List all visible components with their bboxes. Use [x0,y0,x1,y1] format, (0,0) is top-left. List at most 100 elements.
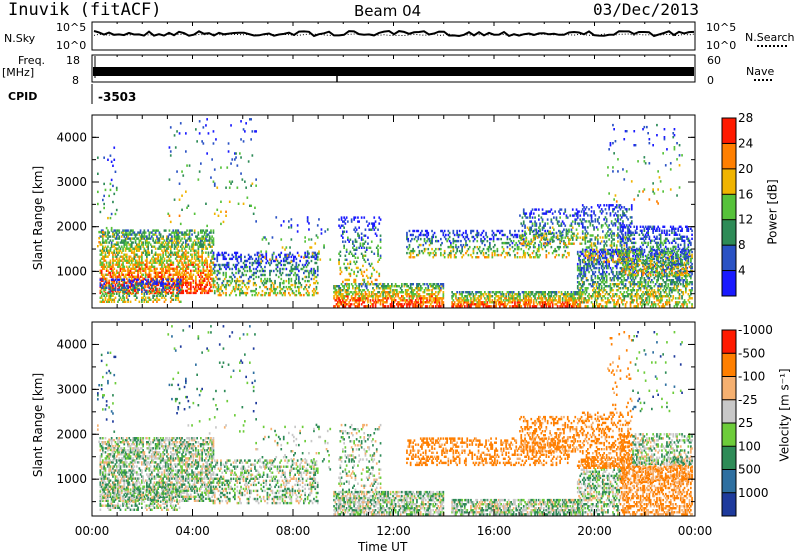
range-cell [123,267,126,270]
range-cell [151,277,153,280]
range-cell [148,289,151,293]
range-cell [313,293,315,297]
range-cell [167,267,170,270]
range-cell [624,260,627,264]
range-cell [269,291,271,295]
range-cell [482,305,485,308]
range-cell [124,273,127,276]
range-cell [118,282,121,285]
range-cell [133,278,136,281]
range-cell [179,257,182,260]
range-cell [419,287,422,290]
range-cell [210,259,212,262]
range-cell [619,281,622,284]
range-cell [653,291,656,294]
range-cell [136,237,138,240]
range-cell [107,231,109,234]
range-cell [123,241,126,244]
range-cell [192,249,195,252]
range-cell [118,257,121,260]
range-cell [100,290,103,293]
range-cell [403,299,406,302]
range-cell [440,297,442,300]
range-cell [484,303,486,306]
range-cell [636,301,638,304]
range-cell [565,295,568,298]
nsearch-legend-dots [757,42,787,47]
range-cell [656,297,658,300]
range-cell [389,287,392,290]
range-cell [198,237,201,240]
range-cell [657,289,659,292]
range-cell [359,283,362,286]
range-cell [428,297,431,300]
range-cell [202,271,205,274]
range-cell [127,269,129,272]
range-cell [201,287,203,291]
range-cell [112,235,114,238]
range-cell [234,251,236,255]
range-cell [244,265,246,269]
range-cell [176,229,178,232]
range-cell [169,300,172,303]
range-cell [585,289,588,292]
range-cell [108,253,110,256]
range-cell [290,277,293,281]
range-cell [159,235,162,238]
range-cell [651,289,653,292]
range-cell [592,281,594,284]
range-cell [473,303,476,306]
range-cell [339,301,342,304]
range-cell [622,299,624,302]
range-cell [157,259,159,262]
range-cell [649,270,652,274]
range-cell [546,293,549,296]
range-cell [161,265,163,268]
range-cell [177,265,180,268]
range-cell [257,261,260,265]
range-cell [501,293,504,296]
range-cell [139,269,142,272]
range-cell [153,285,156,289]
range-cell [476,291,479,294]
range-cell [362,283,364,286]
range-cell [383,297,386,300]
range-cell [632,272,634,276]
range-cell [551,305,554,308]
range-cell [185,263,187,266]
range-cell [286,273,289,277]
range-cell [375,285,378,288]
range-cell [629,305,632,308]
range-cell [197,253,200,256]
range-cell [157,275,159,278]
range-cell [624,303,627,306]
range-cell [541,299,544,302]
range-cell [247,277,250,281]
range-cell [414,299,417,302]
range-cell [125,229,128,232]
range-cell [580,279,583,282]
range-cell [128,292,131,295]
range-cell [472,303,475,306]
range-cell [146,245,148,248]
range-cell [195,249,197,252]
range-cell [597,274,599,278]
range-cell [451,295,453,298]
range-cell [146,300,148,303]
range-cell [532,299,535,302]
range-cell [509,299,511,302]
range-cell [613,260,615,264]
range-cell [553,291,555,294]
range-cell [382,287,384,290]
range-cell [202,277,205,280]
range-cell [285,273,288,277]
range-cell [447,229,450,233]
range-cell [232,263,235,267]
range-cell [163,245,166,248]
range-cell [207,251,210,254]
range-cell [159,271,162,274]
range-cell [510,301,512,304]
range-cell [549,305,551,308]
range-cell [384,305,387,308]
range-cell [427,301,430,304]
